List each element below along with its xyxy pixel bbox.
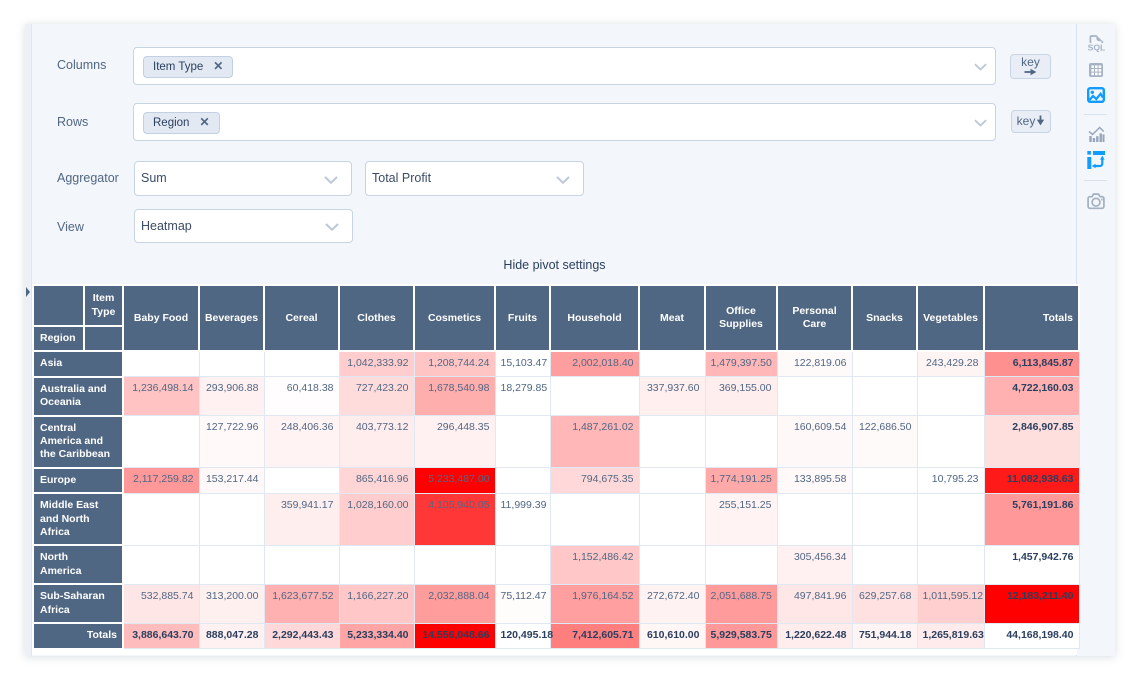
- svg-text:SQL: SQL: [1088, 43, 1106, 52]
